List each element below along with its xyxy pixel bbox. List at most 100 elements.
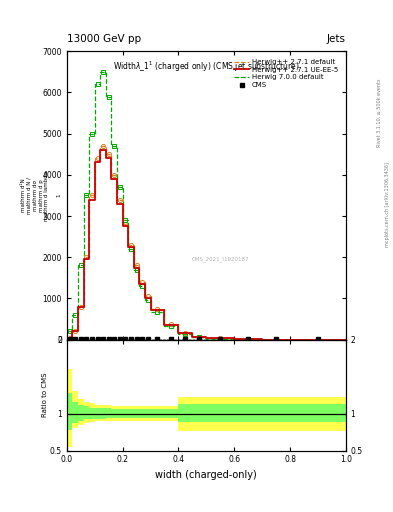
Herwig 7.0.0 default — [131, 267, 136, 273]
CMS — [140, 336, 145, 343]
Text: 13000 GeV pp: 13000 GeV pp — [67, 33, 141, 44]
Herwig++ 2.7.1 UE-EE-5 — [64, 334, 69, 340]
Herwig++ 2.7.1 default — [103, 151, 108, 157]
Herwig++ 2.7.1 UE-EE-5 — [148, 295, 153, 302]
Herwig++ 2.7.1 UE-EE-5 — [109, 155, 114, 161]
Herwig++ 2.7.1 UE-EE-5 — [109, 176, 114, 182]
Herwig 7.0.0 default — [288, 336, 292, 343]
Line: Herwig 7.0.0 default: Herwig 7.0.0 default — [67, 72, 346, 339]
CMS — [197, 336, 202, 343]
Herwig++ 2.7.1 default — [109, 172, 114, 178]
CMS — [183, 336, 188, 343]
Y-axis label: mathrm d²N
mathrm d N /
mathrm dσ
mathrm d p
mathrm d lambda

1: mathrm d²N mathrm d N / mathrm dσ mathrm… — [21, 170, 61, 221]
CMS — [90, 336, 94, 343]
Herwig 7.0.0 default — [103, 69, 108, 75]
Herwig 7.0.0 default — [137, 283, 142, 289]
CMS — [73, 336, 77, 343]
Herwig 7.0.0 default — [190, 331, 195, 337]
Herwig++ 2.7.1 UE-EE-5 — [137, 264, 142, 270]
Herwig 7.0.0 default — [176, 331, 181, 337]
Herwig 7.0.0 default — [75, 312, 80, 318]
Text: Rivet 3.1.10, ≥ 500k events: Rivet 3.1.10, ≥ 500k events — [377, 78, 382, 147]
Herwig 7.0.0 default — [137, 267, 142, 273]
Herwig++ 2.7.1 default — [87, 193, 92, 199]
Herwig++ 2.7.1 default — [92, 193, 97, 199]
CMS — [95, 336, 100, 343]
Herwig++ 2.7.1 UE-EE-5 — [92, 197, 97, 203]
Herwig 7.0.0 default — [98, 81, 103, 87]
Herwig 7.0.0 default — [288, 336, 292, 343]
Herwig++ 2.7.1 default — [70, 328, 75, 334]
CMS — [246, 336, 251, 343]
Herwig++ 2.7.1 default — [131, 242, 136, 248]
Herwig 7.0.0 default — [232, 336, 237, 343]
Herwig++ 2.7.1 default — [75, 328, 80, 334]
Herwig++ 2.7.1 default — [81, 304, 86, 310]
Herwig++ 2.7.1 default — [70, 334, 75, 340]
Herwig 7.0.0 default — [204, 335, 209, 342]
Herwig 7.0.0 default — [115, 143, 119, 149]
Herwig 7.0.0 default — [70, 312, 75, 318]
CMS — [67, 336, 72, 343]
Herwig++ 2.7.1 UE-EE-5 — [343, 336, 348, 343]
Herwig 7.0.0 default — [260, 336, 264, 343]
Herwig++ 2.7.1 default — [143, 293, 147, 300]
Herwig 7.0.0 default — [87, 131, 92, 137]
Herwig++ 2.7.1 UE-EE-5 — [115, 201, 119, 207]
CMS — [218, 336, 222, 343]
Herwig++ 2.7.1 UE-EE-5 — [162, 322, 167, 328]
Herwig 7.0.0 default — [75, 262, 80, 268]
Herwig++ 2.7.1 UE-EE-5 — [103, 155, 108, 161]
CMS — [274, 336, 278, 343]
Herwig 7.0.0 default — [148, 309, 153, 315]
Herwig++ 2.7.1 default — [176, 321, 181, 327]
Herwig++ 2.7.1 default — [64, 334, 69, 340]
Herwig++ 2.7.1 UE-EE-5 — [120, 223, 125, 229]
Herwig++ 2.7.1 UE-EE-5 — [137, 281, 142, 287]
Herwig++ 2.7.1 default — [148, 306, 153, 312]
CMS — [145, 336, 150, 343]
Herwig++ 2.7.1 default — [131, 262, 136, 268]
Herwig 7.0.0 default — [260, 336, 264, 343]
Herwig++ 2.7.1 UE-EE-5 — [87, 197, 92, 203]
Herwig++ 2.7.1 UE-EE-5 — [75, 304, 80, 310]
Herwig 7.0.0 default — [87, 193, 92, 199]
CMS — [129, 336, 133, 343]
Herwig++ 2.7.1 UE-EE-5 — [87, 256, 92, 262]
Herwig 7.0.0 default — [120, 217, 125, 223]
Herwig 7.0.0 default — [190, 334, 195, 340]
Herwig++ 2.7.1 UE-EE-5 — [120, 201, 125, 207]
Herwig 7.0.0 default — [92, 81, 97, 87]
Herwig++ 2.7.1 default — [162, 321, 167, 327]
Herwig++ 2.7.1 default — [115, 172, 119, 178]
Herwig++ 2.7.1 UE-EE-5 — [288, 336, 292, 343]
Y-axis label: Ratio to CMS: Ratio to CMS — [42, 373, 48, 417]
Line: Herwig++ 2.7.1 default: Herwig++ 2.7.1 default — [67, 146, 346, 339]
Herwig++ 2.7.1 UE-EE-5 — [143, 295, 147, 302]
Herwig 7.0.0 default — [204, 334, 209, 340]
Herwig++ 2.7.1 default — [190, 334, 195, 340]
Herwig 7.0.0 default — [103, 94, 108, 100]
Herwig++ 2.7.1 UE-EE-5 — [81, 304, 86, 310]
Herwig++ 2.7.1 UE-EE-5 — [98, 159, 103, 165]
Herwig++ 2.7.1 UE-EE-5 — [260, 336, 264, 343]
CMS — [134, 336, 139, 343]
Herwig++ 2.7.1 default — [120, 221, 125, 227]
Herwig 7.0.0 default — [126, 217, 130, 223]
Herwig++ 2.7.1 UE-EE-5 — [75, 328, 80, 334]
Herwig 7.0.0 default — [143, 297, 147, 304]
Herwig++ 2.7.1 default — [103, 143, 108, 149]
Herwig++ 2.7.1 UE-EE-5 — [98, 147, 103, 153]
Text: mcplots.cern.ch [arXiv:1306.3436]: mcplots.cern.ch [arXiv:1306.3436] — [385, 162, 389, 247]
Herwig++ 2.7.1 UE-EE-5 — [204, 335, 209, 342]
X-axis label: width (charged-only): width (charged-only) — [156, 470, 257, 480]
Herwig++ 2.7.1 UE-EE-5 — [103, 147, 108, 153]
Herwig++ 2.7.1 default — [232, 336, 237, 343]
CMS — [106, 336, 111, 343]
CMS — [84, 336, 89, 343]
Herwig 7.0.0 default — [109, 143, 114, 149]
CMS — [101, 336, 105, 343]
CMS — [79, 336, 83, 343]
Herwig++ 2.7.1 default — [137, 262, 142, 268]
Herwig++ 2.7.1 UE-EE-5 — [70, 328, 75, 334]
